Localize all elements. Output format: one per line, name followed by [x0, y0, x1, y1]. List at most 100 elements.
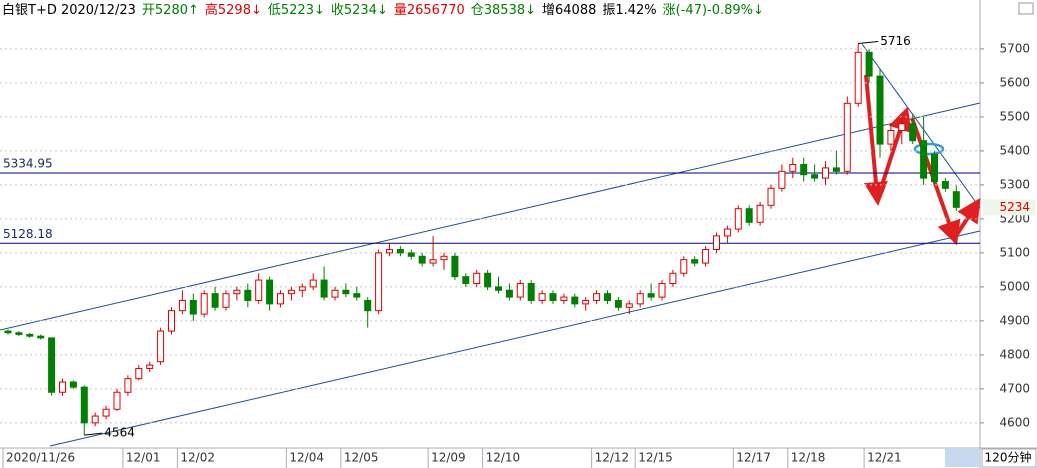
- header-item: 收5234↓: [331, 3, 388, 18]
- candle-body: [418, 255, 426, 264]
- candle-body: [37, 335, 45, 339]
- candle-body: [636, 293, 644, 305]
- settings-icon[interactable]: [1018, 2, 1034, 15]
- x-tick-label: 12/15: [638, 451, 673, 465]
- upper-channel: [0, 102, 981, 331]
- candle-body: [822, 167, 829, 179]
- candle-body: [887, 130, 895, 145]
- candle-body: [582, 299, 590, 305]
- candle-body: [745, 208, 753, 223]
- x-tick-label: 12/18: [791, 451, 826, 465]
- candle-body: [396, 248, 404, 254]
- candle-body: [168, 310, 175, 332]
- candle-body: [625, 303, 633, 308]
- candle-body: [353, 293, 361, 298]
- candle-body: [69, 381, 77, 388]
- candle-body: [538, 293, 546, 301]
- x-tick-label: 12/02: [180, 451, 215, 465]
- arrow: [954, 197, 981, 238]
- candle-body: [320, 279, 328, 298]
- candle-body: [124, 378, 132, 393]
- y-tick-label: 4700: [999, 381, 1030, 395]
- header-item: 量2656770: [394, 3, 465, 18]
- candle-body: [495, 286, 502, 291]
- candle-body: [941, 181, 949, 189]
- candle-body: [614, 299, 622, 308]
- y-tick-label: 5000: [999, 279, 1030, 293]
- min-label: 4564: [104, 426, 135, 440]
- period-label[interactable]: 120分钟: [985, 450, 1032, 465]
- header-item: 低5223↓: [268, 3, 325, 18]
- candle-body: [178, 299, 186, 312]
- candle-body: [331, 289, 339, 298]
- last-price-label: 5234: [999, 200, 1030, 214]
- candle-body: [429, 259, 437, 264]
- candle-body: [462, 276, 470, 284]
- candle-body: [778, 170, 786, 189]
- candle-body: [789, 164, 797, 172]
- candle-body: [560, 296, 568, 301]
- candle-body: [342, 289, 350, 295]
- x-tick-label: 12/17: [736, 451, 771, 465]
- period-box[interactable]: [981, 448, 1037, 468]
- candle-body: [4, 330, 12, 334]
- candle-body: [898, 123, 906, 132]
- header-item: 振1.42%: [602, 3, 656, 18]
- y-tick-label: 4800: [999, 347, 1030, 361]
- candle-body: [952, 191, 960, 208]
- candle-body: [91, 415, 99, 424]
- candle-body: [298, 286, 306, 291]
- candle-body: [146, 364, 154, 369]
- candle-body: [680, 259, 688, 274]
- candle-body: [451, 255, 459, 278]
- lower-channel: [49, 230, 981, 447]
- header-item: 涨(-47)-0.89%↓: [663, 3, 764, 18]
- header-item: 仓38538↓: [471, 3, 536, 18]
- candle-body: [386, 248, 393, 254]
- candle-body: [287, 289, 295, 295]
- candle-body: [876, 75, 884, 145]
- x-tick-label: 12/09: [431, 451, 466, 465]
- candle-body: [211, 293, 219, 308]
- max-pointer: [858, 40, 879, 44]
- candle-body: [364, 299, 372, 312]
- candle-body: [909, 123, 917, 142]
- scroll-thumb[interactable]: [945, 449, 979, 467]
- candle-body: [713, 235, 720, 250]
- candle-body: [244, 289, 252, 301]
- y-tick-label: 5100: [999, 245, 1030, 259]
- candle-body: [473, 272, 481, 284]
- level-label: 5334.95: [3, 157, 53, 171]
- candle-body: [647, 293, 655, 298]
- header: 白银T+D 2020/12/23 开5280↑ 高5298↓ 低5223↓ 收5234↓…: [2, 2, 764, 18]
- candle-body: [931, 153, 938, 183]
- candle-body: [375, 252, 383, 312]
- candle-body: [189, 299, 197, 315]
- last-price-bg: [983, 199, 1035, 216]
- candle-body: [865, 51, 873, 77]
- y-tick-label: 4600: [999, 415, 1030, 429]
- candle-body: [505, 289, 513, 298]
- candle-body: [440, 255, 448, 261]
- candle-body: [309, 279, 317, 288]
- candle-body: [571, 296, 579, 305]
- y-tick-label: 4900: [999, 313, 1030, 327]
- x-tick-label: 2020/11/26: [6, 451, 75, 465]
- candle-body: [734, 208, 742, 230]
- max-label: 5716: [880, 34, 911, 48]
- candle-body: [157, 330, 165, 363]
- candle-body: [549, 293, 557, 301]
- down-trendline: [861, 43, 981, 209]
- candle-body: [516, 282, 524, 298]
- candle-body: [277, 293, 284, 305]
- candle-body: [658, 282, 666, 298]
- y-tick-label: 5700: [999, 41, 1030, 55]
- candle-body: [832, 167, 840, 172]
- candle-body: [15, 332, 23, 335]
- candle-body: [102, 408, 110, 417]
- y-tick-label: 5300: [999, 177, 1030, 191]
- highlight-ellipse: [913, 142, 945, 156]
- candle-body: [767, 187, 775, 206]
